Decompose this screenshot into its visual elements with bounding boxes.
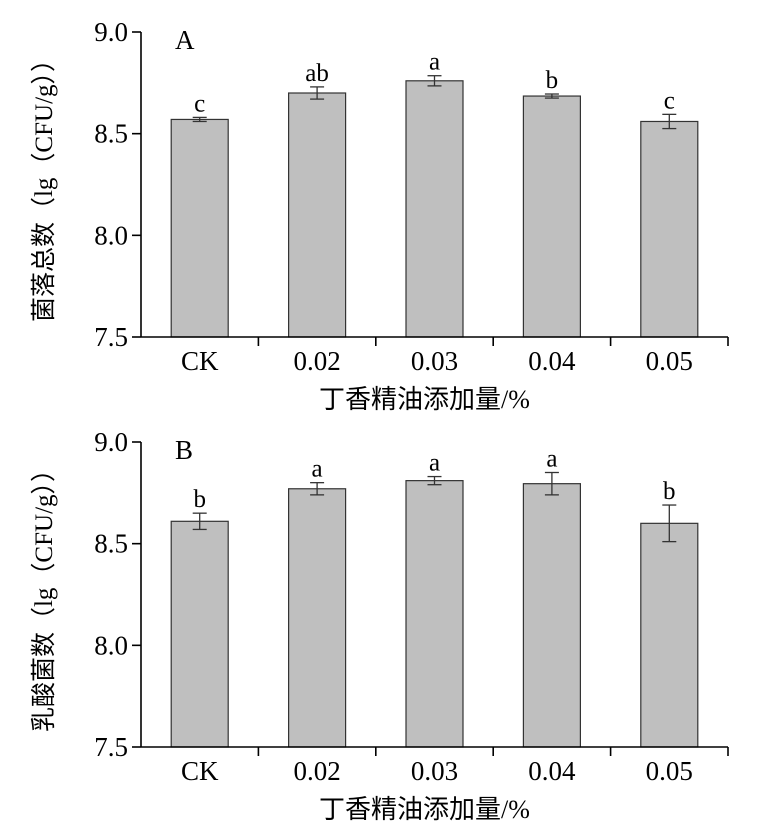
panel-a-bar-1 bbox=[288, 92, 347, 338]
panel-b-label: B bbox=[175, 435, 193, 465]
panel-b-y-tick-label-2: 8.5 bbox=[94, 529, 128, 559]
panel-b-significance-label-4: b bbox=[663, 478, 676, 505]
panel-a-significance-label-2: a bbox=[429, 49, 440, 76]
panel-a-y-tick-label-2: 8.5 bbox=[94, 119, 128, 149]
panel-a-x-axis-title: 丁香精油添加量/% bbox=[319, 385, 530, 414]
panel-a-x-tick-label-0: CK bbox=[181, 346, 219, 376]
panel-a-x-tick-label-1: 0.02 bbox=[293, 346, 340, 376]
panel-b-bar-3 bbox=[522, 483, 582, 748]
panel-b-x-tick-label-3: 0.04 bbox=[528, 756, 576, 786]
panel-b-y-axis-title: 乳酸菌数（lg（CFU/g）） bbox=[30, 457, 58, 732]
panel-a-significance-label-1: ab bbox=[305, 60, 329, 87]
panel-b-significance-label-2: a bbox=[429, 450, 440, 477]
panel-a-x-tick-label-3: 0.04 bbox=[528, 346, 576, 376]
panel-b-y-tick-label-3: 9.0 bbox=[94, 427, 128, 457]
panel-b-x-tick-label-1: 0.02 bbox=[293, 756, 340, 786]
panel-b-x-tick-label-0: CK bbox=[181, 756, 219, 786]
panel-a-bar-4 bbox=[640, 120, 699, 338]
panel-a-y-tick-label-3: 9.0 bbox=[94, 17, 128, 47]
panel-a-significance-label-3: b bbox=[546, 67, 559, 94]
panel-b-significance-label-0: b bbox=[193, 486, 206, 513]
panel-a-y-tick-label-1: 8.0 bbox=[94, 220, 128, 250]
panel-b-significance-label-3: a bbox=[546, 446, 557, 473]
panel-a-x-tick-label-4: 0.05 bbox=[646, 346, 693, 376]
panel-b-x-tick-label-4: 0.05 bbox=[646, 756, 693, 786]
panel-a-significance-label-4: c bbox=[664, 87, 675, 114]
panel-b-x-axis-title: 丁香精油添加量/% bbox=[319, 795, 530, 824]
panel-b-x-tick-label-2: 0.03 bbox=[411, 756, 458, 786]
panel-a-y-axis-title: 菌落总数（lg（CFU/g）） bbox=[30, 47, 58, 322]
panel-a-bar-3 bbox=[522, 95, 582, 338]
panel-b-y-tick-label-0: 7.5 bbox=[94, 732, 128, 762]
panel-b-significance-label-1: a bbox=[312, 456, 323, 483]
panel-b-bar-0 bbox=[170, 520, 229, 748]
panel-a-label: A bbox=[175, 25, 195, 55]
panel-a-y-tick-label-0: 7.5 bbox=[94, 322, 128, 352]
panel-a-bar-2 bbox=[405, 80, 464, 338]
panel-a-bar-0 bbox=[170, 118, 229, 338]
panel-b-bar-2 bbox=[405, 480, 464, 748]
panel-b-bar-1 bbox=[288, 488, 347, 748]
panel-b-y-tick-label-1: 8.0 bbox=[94, 630, 128, 660]
panel-a-x-tick-label-2: 0.03 bbox=[411, 346, 458, 376]
panel-a-significance-label-0: c bbox=[194, 90, 205, 117]
panel-b-bar-4 bbox=[640, 522, 699, 748]
